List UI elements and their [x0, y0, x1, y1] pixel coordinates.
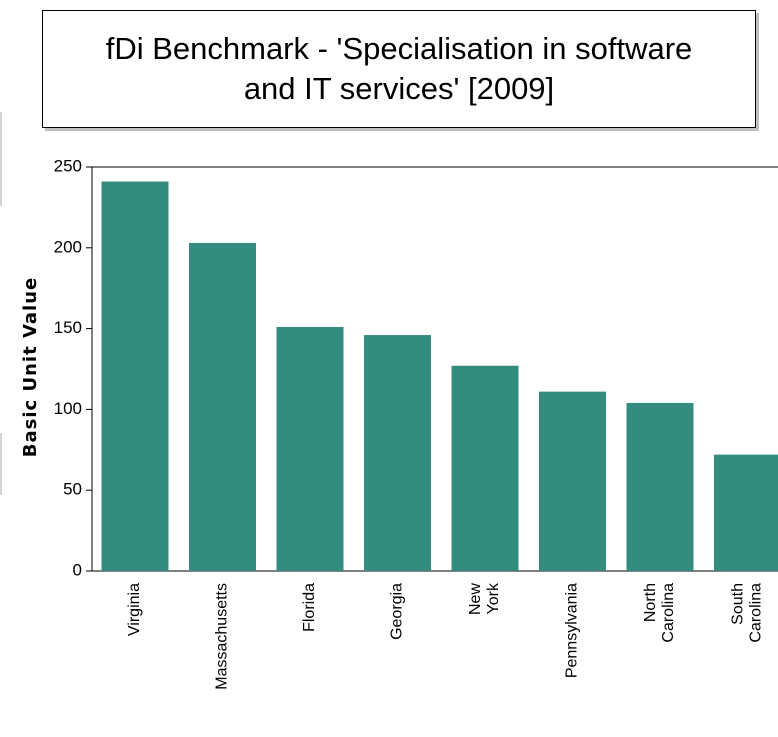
y-tick-label: 200 [54, 237, 82, 256]
bar [451, 365, 519, 571]
x-tick-label: Florida [301, 583, 318, 632]
left-edge-fragment [0, 112, 2, 206]
bar [101, 181, 169, 571]
chart-title-box: fDi Benchmark - 'Specialisation in softw… [42, 10, 756, 128]
chart-title: fDi Benchmark - 'Specialisation in softw… [105, 31, 693, 106]
y-tick-label: 100 [54, 399, 82, 418]
bar [189, 242, 256, 571]
x-tick-label: Virginia [126, 583, 143, 636]
y-axis-title: Basic Unit Value [20, 277, 41, 457]
y-tick-label: 0 [73, 560, 82, 579]
bar [714, 454, 778, 571]
y-tick-label: 150 [54, 318, 82, 337]
x-tick-label: Massachusetts [214, 583, 231, 690]
y-tick-label: 50 [63, 480, 82, 499]
x-tick-label: SouthCarolina [730, 583, 765, 643]
bar [276, 326, 344, 571]
x-tick-label: Georgia [389, 583, 406, 640]
bar [364, 335, 431, 571]
y-tick-label: 250 [54, 156, 82, 175]
bar [539, 391, 606, 571]
bar [626, 402, 694, 571]
left-edge-fragment [0, 433, 2, 495]
x-tick-label: NewYork [467, 582, 502, 615]
x-tick-label: NorthCarolina [642, 583, 677, 643]
x-tick-label: Pennsylvania [564, 583, 581, 678]
